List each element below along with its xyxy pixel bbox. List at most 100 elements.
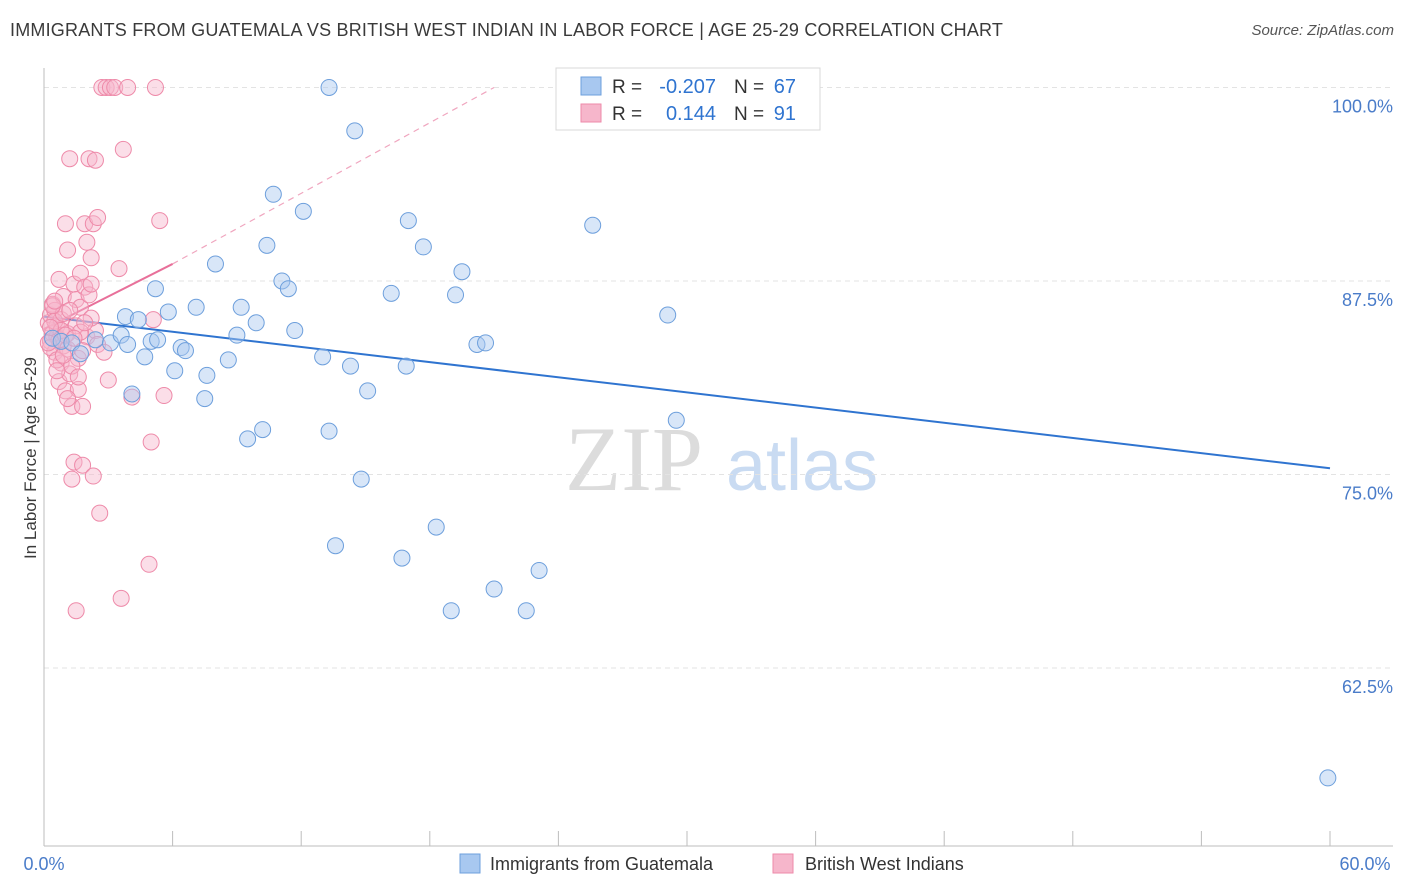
point-guatemala — [206, 255, 224, 273]
point-guatemala — [52, 332, 70, 350]
point-british-west-indians — [69, 368, 87, 386]
data-points — [39, 78, 1337, 787]
point-guatemala — [346, 122, 364, 140]
tick-labels: 62.5% 75.0% 87.5% 100.0% 0.0% 60.0% — [23, 96, 1393, 874]
point-british-west-indians — [119, 78, 137, 96]
stats-n-label: N = — [734, 104, 764, 125]
point-british-west-indians — [59, 390, 77, 408]
stats-swatch-blue — [580, 76, 602, 96]
point-guatemala — [239, 430, 257, 448]
point-british-west-indians — [91, 504, 109, 522]
trend-line-bwi — [43, 263, 174, 330]
point-british-west-indians — [56, 215, 74, 233]
stats-r-value: 0.144 — [666, 103, 716, 125]
stats-n-value: 91 — [774, 103, 796, 125]
point-british-west-indians — [99, 371, 117, 389]
point-british-west-indians — [89, 209, 107, 227]
point-guatemala — [149, 331, 167, 349]
point-british-west-indians — [48, 362, 66, 380]
point-british-west-indians — [46, 292, 64, 310]
x-tick-label: 0.0% — [23, 854, 64, 874]
point-guatemala — [320, 422, 338, 440]
point-guatemala — [468, 335, 486, 353]
y-axis-label: In Labor Force | Age 25-29 — [21, 357, 40, 559]
point-guatemala — [123, 385, 141, 403]
point-british-west-indians — [69, 380, 87, 398]
stats-swatch-pink — [580, 103, 602, 123]
point-british-west-indians — [101, 78, 119, 96]
watermark-atlas: atlas — [726, 426, 878, 506]
point-british-west-indians — [54, 346, 72, 364]
trend-line-guatemala — [43, 315, 1331, 470]
point-british-west-indians — [84, 467, 102, 485]
point-guatemala — [279, 280, 297, 298]
point-british-west-indians — [155, 387, 173, 405]
legend-label-bwi: British West Indians — [805, 854, 964, 874]
watermark-zip: ZIP — [565, 408, 703, 510]
legend: Immigrants from Guatemala British West I… — [459, 853, 964, 874]
point-british-west-indians — [76, 314, 94, 332]
point-british-west-indians — [54, 287, 72, 305]
point-guatemala — [397, 357, 415, 375]
legend-label-guatemala: Immigrants from Guatemala — [490, 854, 714, 874]
point-british-west-indians — [106, 78, 124, 96]
y-tick-label: 87.5% — [1342, 290, 1393, 310]
point-guatemala — [320, 78, 338, 96]
point-british-west-indians — [82, 249, 100, 267]
point-guatemala — [228, 326, 246, 344]
point-guatemala — [71, 345, 89, 363]
point-british-west-indians — [67, 291, 85, 309]
point-guatemala — [198, 366, 216, 384]
point-british-west-indians — [86, 151, 104, 169]
point-british-west-indians — [44, 297, 62, 315]
point-guatemala — [382, 284, 400, 302]
point-guatemala — [517, 602, 535, 620]
point-guatemala — [584, 216, 602, 234]
point-guatemala — [442, 602, 460, 620]
point-guatemala — [219, 351, 237, 369]
point-british-west-indians — [146, 78, 164, 96]
point-guatemala — [393, 549, 411, 567]
point-guatemala — [116, 308, 134, 326]
point-guatemala — [352, 470, 370, 488]
point-guatemala — [359, 382, 377, 400]
point-guatemala — [399, 212, 417, 230]
stats-n-label: N = — [734, 77, 764, 98]
point-british-west-indians — [151, 212, 169, 230]
point-british-west-indians — [61, 301, 79, 319]
point-guatemala — [129, 311, 147, 329]
point-guatemala — [530, 561, 548, 579]
point-guatemala — [294, 202, 312, 220]
point-guatemala — [142, 332, 160, 350]
point-guatemala — [136, 348, 154, 366]
point-british-west-indians — [78, 233, 96, 251]
gridlines — [44, 86, 1393, 669]
point-guatemala — [166, 362, 184, 380]
point-british-west-indians — [65, 329, 83, 347]
point-british-west-indians — [74, 456, 92, 474]
point-guatemala — [232, 298, 250, 316]
point-guatemala — [447, 286, 465, 304]
x-tick-label: 60.0% — [1339, 854, 1390, 874]
point-guatemala — [247, 314, 265, 332]
point-british-west-indians — [74, 397, 92, 415]
point-british-west-indians — [71, 298, 89, 316]
point-guatemala — [1319, 769, 1337, 787]
point-british-west-indians — [61, 150, 79, 168]
point-guatemala — [286, 322, 304, 340]
point-british-west-indians — [144, 311, 162, 329]
point-british-west-indians — [82, 275, 100, 293]
point-guatemala — [112, 326, 130, 344]
trend-lines — [43, 86, 1331, 470]
point-british-west-indians — [63, 470, 81, 488]
point-guatemala — [485, 580, 503, 598]
legend-swatch-guatemala — [459, 853, 481, 874]
point-guatemala — [453, 263, 471, 281]
point-british-west-indians — [140, 555, 158, 573]
stats-r-label: R = — [612, 104, 642, 125]
point-british-west-indians — [112, 589, 130, 607]
y-tick-label: 75.0% — [1342, 483, 1393, 503]
point-guatemala — [119, 335, 137, 353]
point-guatemala — [146, 280, 164, 298]
